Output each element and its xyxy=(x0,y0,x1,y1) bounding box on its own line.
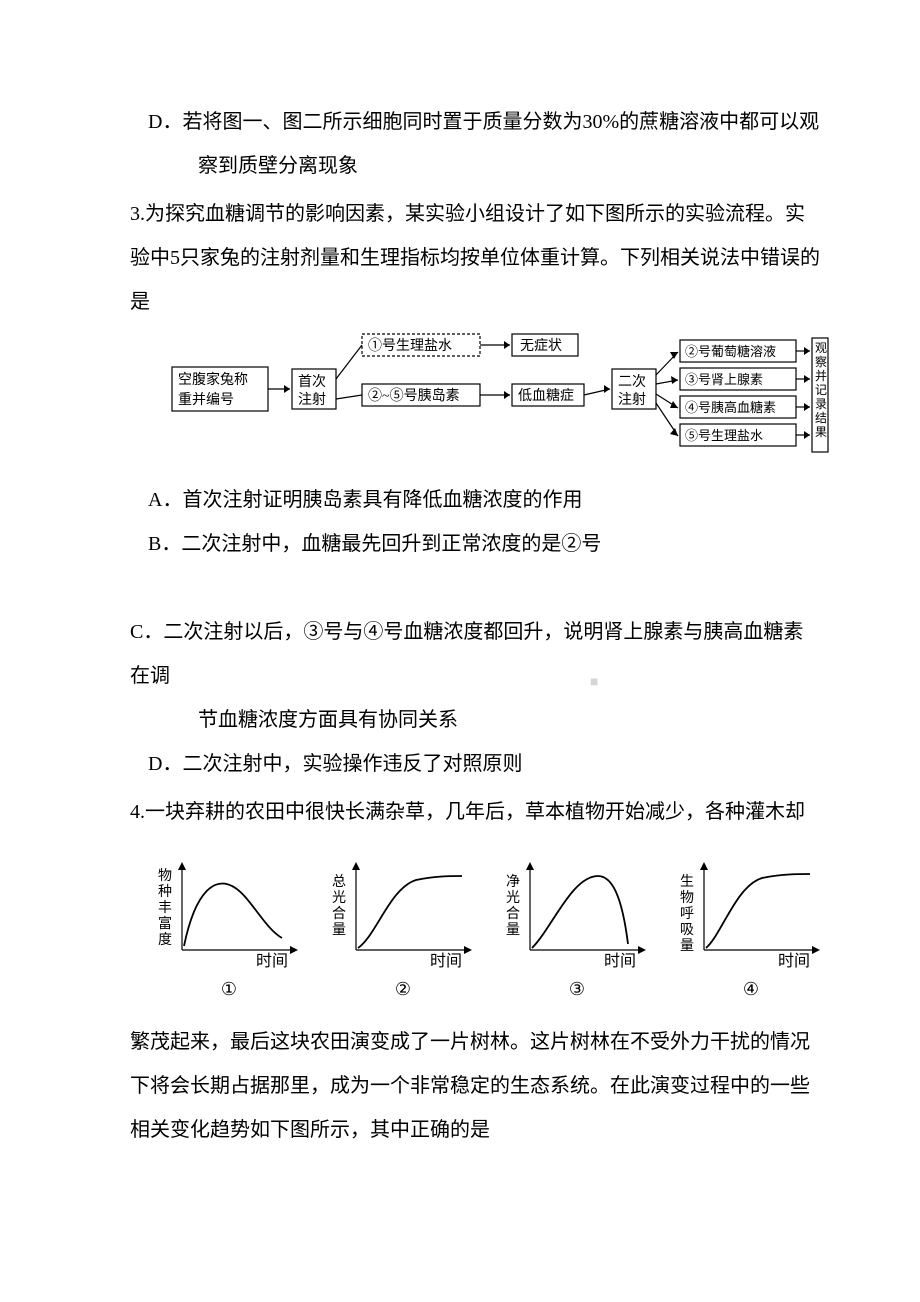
chart-1: 物种丰富度 时间 ① xyxy=(154,858,304,1010)
chart-4-number: ④ xyxy=(676,970,826,1010)
q3-option-b: B．二次注射中，血糖最先回升到正常浓度的是②号 xyxy=(130,522,830,566)
svg-text:时间: 时间 xyxy=(430,952,462,968)
svg-text:②号葡萄糖溶液: ②号葡萄糖溶液 xyxy=(685,344,776,359)
page-body: { "q2": { "optionD_line1": "D．若将图一、图二所示细… xyxy=(130,100,830,1152)
svg-text:①号生理盐水: ①号生理盐水 xyxy=(368,338,452,354)
q3-option-c-line3: 节血糖浓度方面具有协同关系 xyxy=(130,698,830,742)
chart-3-number: ③ xyxy=(502,970,652,1010)
q4-stem-line2: 繁茂起来，最后这块农田演变成了一片树林。这片树林在不受外力干扰的情况 xyxy=(130,1020,830,1064)
q4-stem-line4: 相关变化趋势如下图所示，其中正确的是 xyxy=(130,1108,830,1152)
chart-2: 总光合量 时间 ② xyxy=(328,858,478,1010)
q3-flow-diagram: 空腹家兔称 重并编号 首次 注射 ①号生理盐水 ②~⑤号胰岛素 无症状 低血糖症 xyxy=(170,332,830,462)
svg-text:③号肾上腺素: ③号肾上腺素 xyxy=(685,372,763,387)
svg-text:净光合量: 净光合量 xyxy=(506,874,520,938)
q3-stem-line1: 3.为探究血糖调节的影响因素，某实验小组设计了如下图所示的实验流程。实 xyxy=(130,192,830,236)
svg-text:注射: 注射 xyxy=(298,392,326,408)
svg-text:生物呼吸量: 生物呼吸量 xyxy=(680,874,694,954)
svg-text:时间: 时间 xyxy=(604,952,636,968)
q4-charts: 物种丰富度 时间 ① 总光合量 时间 ② xyxy=(130,858,830,1010)
q4-stem-line3: 下将会长期占据那里，成为一个非常稳定的生态系统。在此演变过程中的一些 xyxy=(130,1064,830,1108)
svg-text:空腹家兔称: 空腹家兔称 xyxy=(178,371,248,388)
chart-3: 净光合量 时间 ③ xyxy=(502,858,652,1010)
svg-text:注射: 注射 xyxy=(618,392,646,408)
svg-text:⑤号生理盐水: ⑤号生理盐水 xyxy=(685,428,763,443)
svg-text:总光合量: 总光合量 xyxy=(332,874,346,938)
svg-text:低血糖症: 低血糖症 xyxy=(518,388,574,404)
chart-2-number: ② xyxy=(328,970,478,1010)
q3-option-d: D．二次注射中，实验操作违反了对照原则 xyxy=(130,742,830,786)
chart-1-number: ① xyxy=(154,970,304,1010)
q3-option-a: A．首次注射证明胰岛素具有降低血糖浓度的作用 xyxy=(130,478,830,522)
q3-stem-line2: 验中5只家兔的注射剂量和生理指标均按单位体重计算。下列相关说法中错误的 xyxy=(130,236,830,280)
svg-text:无症状: 无症状 xyxy=(520,338,562,354)
svg-text:时间: 时间 xyxy=(778,952,810,968)
q4-stem-line1: 4.一块弃耕的农田中很快长满杂草，几年后，草本植物开始减少，各种灌木却 xyxy=(130,790,830,834)
svg-text:重并编号: 重并编号 xyxy=(178,392,234,408)
svg-text:二次: 二次 xyxy=(618,374,646,390)
q2-option-d-line1: D．若将图一、图二所示细胞同时置于质量分数为30%的蔗糖溶液中都可以观 xyxy=(130,100,830,144)
q3-option-c-line1: C．二次注射以后，③号与④号血糖浓度都回升，说明肾上腺素与胰高血糖素 xyxy=(130,610,830,654)
q2-option-d-line2: 察到质壁分离现象 xyxy=(130,144,830,188)
svg-text:②~⑤号胰岛素: ②~⑤号胰岛素 xyxy=(368,388,460,404)
svg-text:物种丰富度: 物种丰富度 xyxy=(158,868,172,948)
right-col-text: 观 察 并 记 录 结 果 xyxy=(815,341,830,439)
q3-stem-line3: 是 xyxy=(130,280,830,324)
svg-text:首次: 首次 xyxy=(298,374,326,390)
q3-option-c-line2: 在调 xyxy=(130,654,830,698)
chart-4: 生物呼吸量 时间 ④ xyxy=(676,858,826,1010)
svg-text:④号胰高血糖素: ④号胰高血糖素 xyxy=(685,400,776,415)
svg-text:时间: 时间 xyxy=(256,952,288,968)
